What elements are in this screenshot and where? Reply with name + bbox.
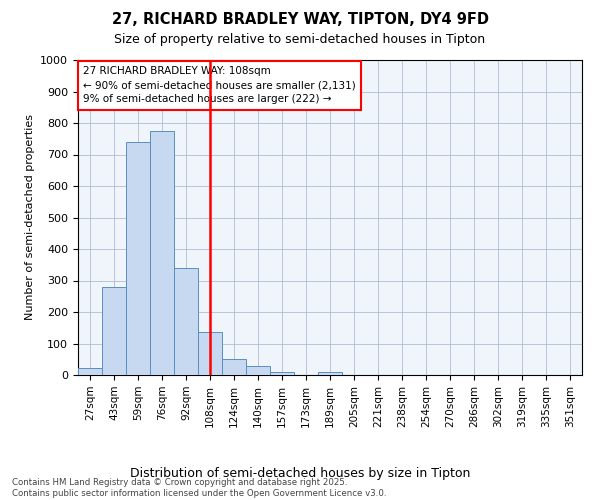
Bar	[126, 142, 150, 375]
Bar	[222, 359, 246, 375]
Text: Size of property relative to semi-detached houses in Tipton: Size of property relative to semi-detach…	[115, 32, 485, 46]
Bar	[318, 372, 342, 375]
Text: Contains HM Land Registry data © Crown copyright and database right 2025.
Contai: Contains HM Land Registry data © Crown c…	[12, 478, 386, 498]
Bar	[78, 368, 102, 375]
Bar	[198, 332, 222, 375]
Y-axis label: Number of semi-detached properties: Number of semi-detached properties	[25, 114, 35, 320]
Bar	[102, 288, 126, 375]
Text: Distribution of semi-detached houses by size in Tipton: Distribution of semi-detached houses by …	[130, 468, 470, 480]
Bar	[246, 366, 270, 375]
Text: 27, RICHARD BRADLEY WAY, TIPTON, DY4 9FD: 27, RICHARD BRADLEY WAY, TIPTON, DY4 9FD	[112, 12, 488, 28]
Text: 27 RICHARD BRADLEY WAY: 108sqm
← 90% of semi-detached houses are smaller (2,131): 27 RICHARD BRADLEY WAY: 108sqm ← 90% of …	[83, 66, 356, 104]
Bar	[174, 268, 198, 375]
Bar	[270, 372, 294, 375]
Bar	[150, 131, 174, 375]
